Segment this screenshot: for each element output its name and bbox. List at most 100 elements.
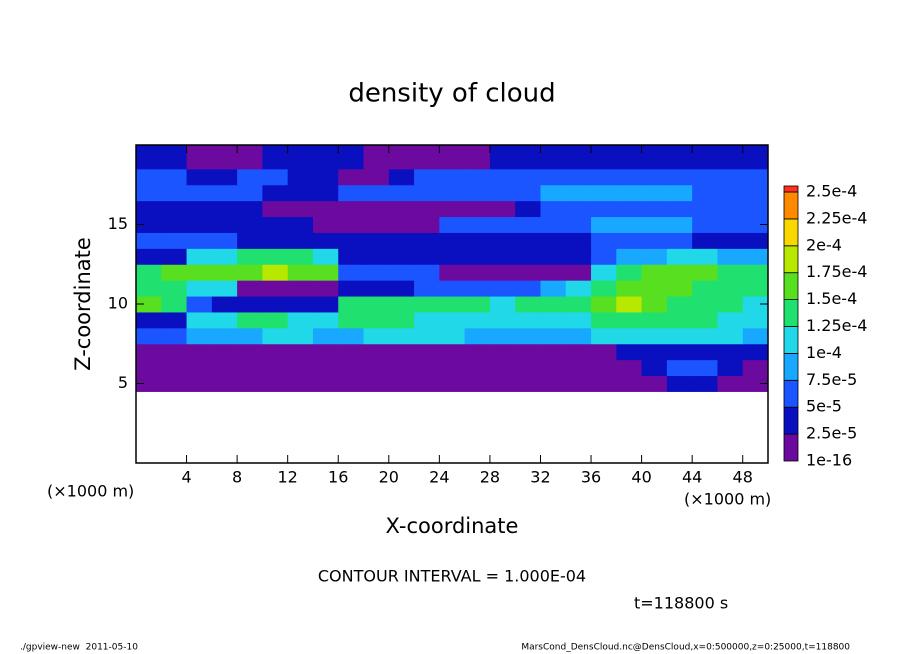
- heatmap-cell: [312, 375, 339, 392]
- heatmap-cell: [666, 184, 693, 202]
- heatmap-cell: [338, 184, 365, 202]
- heatmap-cell: [489, 296, 516, 313]
- heatmap-cell: [439, 327, 466, 345]
- colorbar-label: 2.5e-5: [806, 424, 857, 443]
- heatmap-cell: [312, 184, 339, 202]
- heatmap-cell: [565, 248, 592, 265]
- heatmap-cell: [388, 264, 415, 281]
- heatmap-cell: [742, 311, 769, 329]
- heatmap-cell: [136, 184, 162, 202]
- heatmap-cell: [237, 280, 263, 297]
- heatmap-cell: [666, 359, 693, 377]
- heatmap-cell: [237, 311, 263, 329]
- heatmap-cell: [666, 145, 693, 170]
- heatmap-cell: [591, 311, 617, 329]
- heatmap-cell: [515, 343, 541, 361]
- colorbar-band: [783, 406, 799, 435]
- heatmap-cell: [540, 145, 567, 170]
- contour-note: CONTOUR INTERVAL = 1.000E-04: [318, 567, 586, 586]
- heatmap-cell: [161, 359, 188, 377]
- heatmap-cell: [211, 343, 238, 361]
- heatmap-cell: [742, 248, 769, 265]
- heatmap-cell: [211, 168, 238, 186]
- heatmap-cell: [161, 168, 188, 186]
- heatmap-cell: [136, 327, 162, 345]
- heatmap-cell: [540, 248, 567, 265]
- heatmap-cell: [540, 375, 567, 392]
- heatmap-cell: [186, 200, 213, 218]
- heatmap-cell: [515, 359, 541, 377]
- heatmap-cell: [591, 264, 617, 281]
- heatmap-cell: [237, 184, 263, 202]
- heatmap-cell: [742, 264, 769, 281]
- heatmap-cell: [742, 280, 769, 297]
- heatmap-cell: [717, 200, 744, 218]
- heatmap-cell: [515, 296, 541, 313]
- heatmap-cell: [287, 168, 314, 186]
- heatmap-cell: [692, 327, 718, 345]
- heatmap-cell: [287, 145, 314, 170]
- heatmap-cell: [692, 264, 718, 281]
- heatmap-cell: [692, 375, 718, 392]
- heatmap-cell: [312, 216, 339, 233]
- heatmap-cell: [616, 343, 643, 361]
- heatmap-cell: [565, 359, 592, 377]
- heatmap-cell: [262, 232, 289, 249]
- heatmap-cell: [565, 232, 592, 249]
- heatmap-cell: [717, 359, 744, 377]
- heatmap-cell: [666, 248, 693, 265]
- heatmap-cell: [312, 280, 339, 297]
- heatmap-cell: [742, 145, 769, 170]
- heatmap-cell: [742, 168, 769, 186]
- heatmap-cell: [136, 280, 162, 297]
- heatmap-cell: [388, 375, 415, 392]
- heatmap-cell: [540, 216, 567, 233]
- heatmap-cell: [464, 216, 491, 233]
- heatmap-cell: [439, 296, 466, 313]
- heatmap-cell: [464, 200, 491, 218]
- heatmap-cell: [540, 311, 567, 329]
- heatmap-cell: [237, 232, 263, 249]
- x-tick-label: 20: [379, 468, 399, 487]
- heatmap-cell: [565, 327, 592, 345]
- colorbar-label: 1e-16: [806, 451, 852, 470]
- heatmap-cell: [363, 216, 390, 233]
- heatmap-cell: [161, 264, 188, 281]
- heatmap-cell: [363, 248, 390, 265]
- heatmap-cell: [616, 296, 643, 313]
- heatmap-cell: [262, 359, 289, 377]
- heatmap-cell: [540, 184, 567, 202]
- heatmap-cell: [363, 184, 390, 202]
- heatmap-cell: [616, 264, 643, 281]
- heatmap-cell: [262, 375, 289, 392]
- heatmap-cell: [161, 375, 188, 392]
- heatmap-cell: [312, 343, 339, 361]
- heatmap-cell: [616, 200, 643, 218]
- heatmap-cell: [414, 168, 440, 186]
- heatmap-cell: [388, 327, 415, 345]
- heatmap-cell: [439, 375, 466, 392]
- heatmap-cell: [211, 248, 238, 265]
- heatmap-cell: [287, 232, 314, 249]
- heatmap-cell: [616, 248, 643, 265]
- heatmap-cell: [666, 264, 693, 281]
- x-tick-label: 48: [733, 468, 753, 487]
- heatmap-cell: [414, 359, 440, 377]
- colorbar-label: 5e-5: [806, 397, 842, 416]
- heatmap-cell: [262, 248, 289, 265]
- heatmap-cell: [641, 296, 668, 313]
- heatmap-cell: [717, 145, 744, 170]
- heatmap-cell: [742, 375, 769, 392]
- heatmap-cell: [363, 200, 390, 218]
- x-axis-label: X-coordinate: [386, 514, 519, 538]
- heatmap-cell: [237, 375, 263, 392]
- heatmap-cell: [591, 184, 617, 202]
- colorbar-label: 2.5e-4: [806, 182, 857, 201]
- heatmap-cell: [338, 200, 365, 218]
- colorbar-band: [783, 433, 799, 462]
- heatmap-cell: [186, 168, 213, 186]
- heatmap-cell: [161, 216, 188, 233]
- heatmap-cell: [287, 264, 314, 281]
- heatmap-cell: [464, 280, 491, 297]
- heatmap-cell: [515, 280, 541, 297]
